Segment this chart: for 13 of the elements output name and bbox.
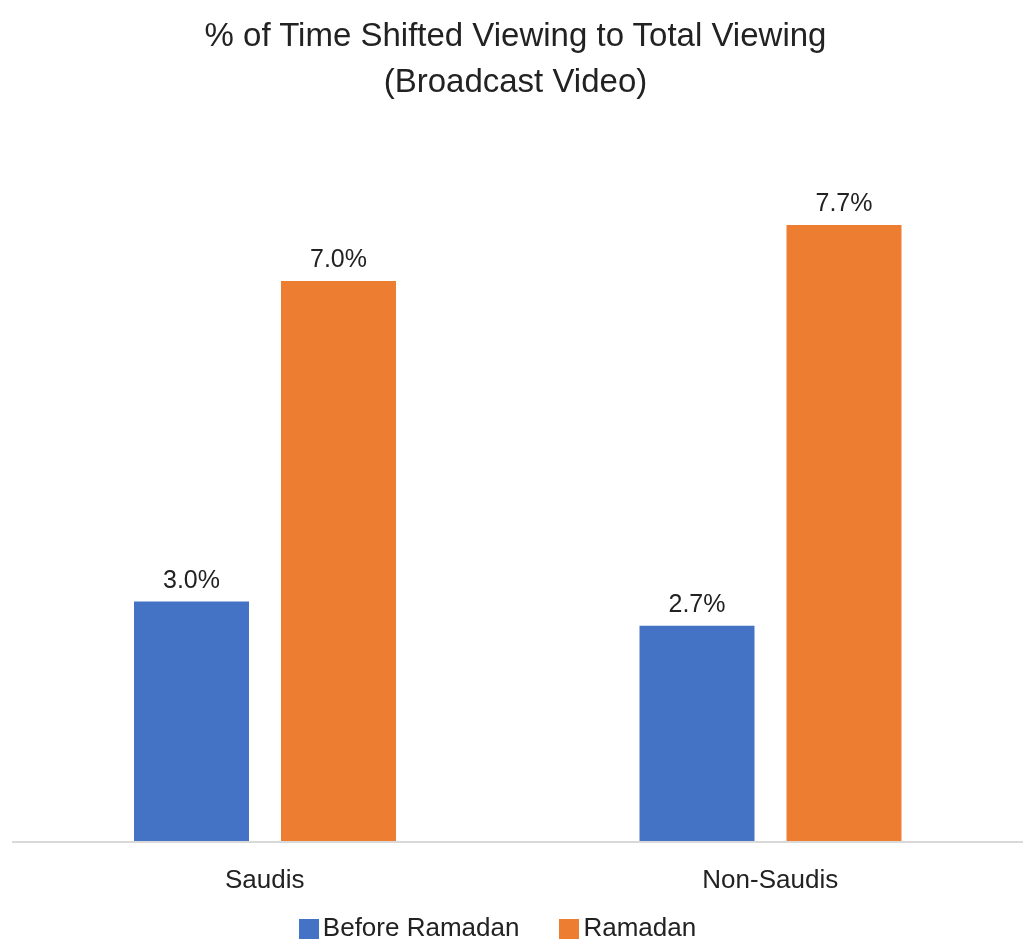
bar bbox=[134, 601, 249, 842]
x-tick-label: Saudis bbox=[225, 864, 305, 895]
data-label: 7.7% bbox=[815, 188, 873, 216]
data-label: 3.0% bbox=[163, 564, 220, 593]
bar bbox=[786, 225, 902, 842]
bar bbox=[639, 625, 755, 842]
legend-label: Ramadan bbox=[583, 912, 697, 942]
data-label: 2.7% bbox=[668, 588, 726, 617]
bar bbox=[281, 281, 396, 842]
chart-title: % of Time Shifted Viewing to Total Viewing (Broadcast Video) bbox=[203, 15, 828, 101]
legend-label: Before Ramadan bbox=[322, 912, 520, 942]
data-label: 7.0% bbox=[310, 244, 367, 273]
x-tick-label: Non-Saudis bbox=[702, 864, 839, 895]
